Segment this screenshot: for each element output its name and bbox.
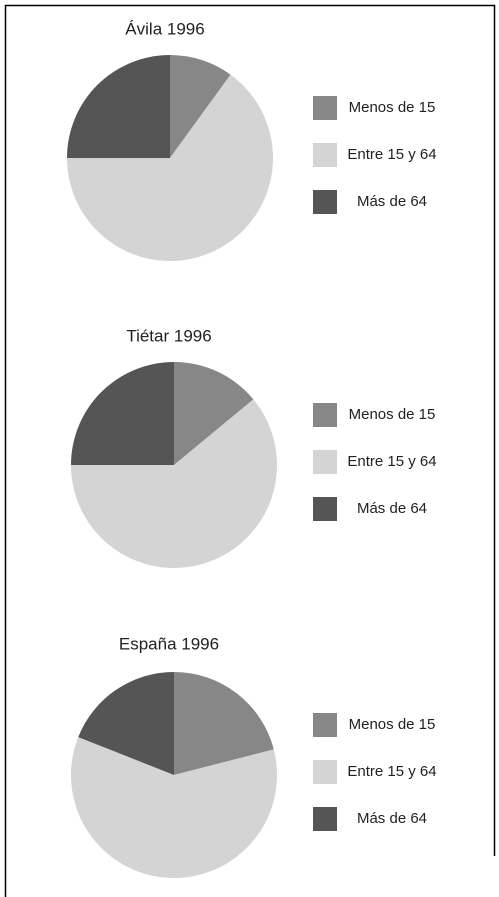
legend-swatch: [313, 403, 337, 427]
legend-swatch: [313, 143, 337, 167]
legend-swatch: [313, 807, 337, 831]
chart-title: Ávila 1996: [125, 19, 204, 38]
pie-slice: [71, 737, 277, 878]
pie-slice: [78, 672, 174, 775]
legend-label: Menos de 15: [349, 406, 436, 423]
pie-slice: [174, 362, 254, 465]
legend-label: Menos de 15: [349, 716, 436, 733]
legend-swatch: [313, 190, 337, 214]
chart-title: Tiétar 1996: [126, 326, 211, 345]
legend-swatch: [313, 450, 337, 474]
legend-label: Entre 15 y 64: [347, 146, 436, 163]
legend-label: Menos de 15: [349, 99, 436, 116]
chart-title: España 1996: [119, 634, 219, 653]
legend-label: Entre 15 y 64: [347, 763, 436, 780]
legend-swatch: [313, 96, 337, 120]
legend-swatch: [313, 713, 337, 737]
pie-slice: [170, 55, 231, 158]
legend-swatch: [313, 497, 337, 521]
legend-label: Entre 15 y 64: [347, 453, 436, 470]
pie-slice: [71, 362, 174, 465]
legend-swatch: [313, 760, 337, 784]
legend-label: Más de 64: [357, 810, 427, 827]
legend-label: Más de 64: [357, 193, 427, 210]
pie-slice: [67, 74, 273, 262]
pie-slice: [174, 672, 274, 775]
legend-label: Más de 64: [357, 500, 427, 517]
pie-slice: [71, 399, 277, 569]
frame: [4, 4, 496, 897]
pie-slice: [67, 55, 170, 158]
